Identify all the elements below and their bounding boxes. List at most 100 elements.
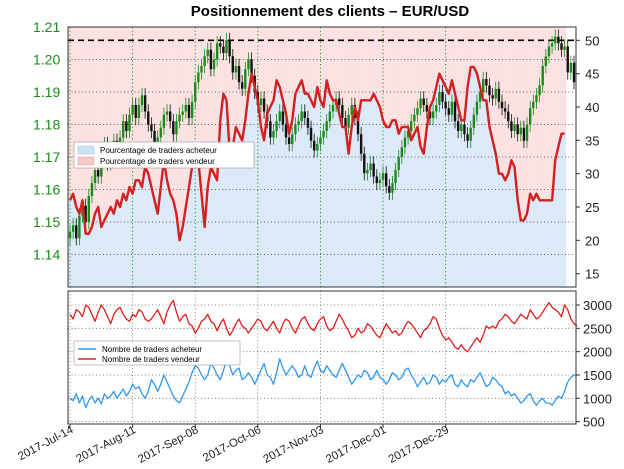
band-acheteur <box>406 127 410 287</box>
band-acheteur <box>218 120 222 287</box>
band-vendeur <box>390 27 394 121</box>
candle-body <box>535 95 538 102</box>
band-vendeur <box>437 27 441 74</box>
band-acheteur <box>553 160 557 287</box>
band-acheteur <box>287 133 291 287</box>
candle-body <box>275 121 278 131</box>
candle-body <box>231 56 234 73</box>
band-acheteur <box>337 113 341 288</box>
candle-body <box>262 98 266 112</box>
top-panel-frame <box>67 26 577 288</box>
candle-body <box>200 66 203 73</box>
candle-body <box>203 56 206 66</box>
band-acheteur <box>506 173 510 287</box>
band-vendeur <box>281 27 285 101</box>
band-acheteur <box>268 107 272 287</box>
count-tick-label: 2500 <box>583 321 612 336</box>
band-acheteur <box>484 100 488 287</box>
band-acheteur <box>140 187 144 287</box>
band-acheteur <box>331 100 335 287</box>
candle-body <box>532 101 535 109</box>
count-tick-label: 2000 <box>583 345 612 360</box>
candle-body <box>259 98 263 105</box>
candle-body <box>153 131 156 144</box>
band-vendeur <box>381 27 385 121</box>
band-acheteur <box>538 200 542 287</box>
candle-body <box>184 105 188 112</box>
band-acheteur <box>437 73 441 288</box>
band-acheteur <box>96 207 100 287</box>
band-vendeur <box>156 27 160 214</box>
band-vendeur <box>231 27 235 147</box>
candle-body <box>403 137 407 148</box>
candle-body <box>150 124 153 131</box>
candle-body <box>438 92 441 105</box>
band-acheteur <box>378 107 382 287</box>
band-acheteur <box>178 240 182 287</box>
count-tick-label: 1500 <box>583 368 612 383</box>
series-line-vendeur <box>69 299 578 353</box>
band-acheteur <box>121 193 125 287</box>
band-acheteur <box>284 113 288 288</box>
candle-body <box>569 62 573 73</box>
band-vendeur <box>121 27 125 194</box>
candle-body <box>96 170 100 177</box>
candle-body <box>225 40 228 53</box>
candle-body <box>140 95 144 105</box>
band-acheteur <box>303 93 307 288</box>
band-vendeur <box>325 27 329 81</box>
band-acheteur <box>422 153 426 287</box>
candle-body <box>237 66 241 83</box>
band-vendeur <box>415 27 420 127</box>
band-vendeur <box>409 27 413 141</box>
band-vendeur <box>212 27 216 174</box>
band-vendeur <box>378 27 382 107</box>
percent-tick-label: 30 <box>585 167 599 182</box>
band-acheteur <box>494 153 498 287</box>
band-vendeur <box>309 27 313 101</box>
candle-body <box>406 131 410 138</box>
band-acheteur <box>118 207 122 287</box>
band-acheteur <box>253 87 257 287</box>
band-acheteur <box>315 87 319 287</box>
candle-body <box>444 101 447 109</box>
candle-body <box>519 127 522 135</box>
band-acheteur <box>550 200 554 287</box>
band-vendeur <box>356 27 360 121</box>
candle-body <box>125 121 128 131</box>
band-vendeur <box>312 27 316 107</box>
band-vendeur <box>271 27 276 101</box>
band-acheteur <box>115 200 119 287</box>
band-vendeur <box>218 27 222 121</box>
band-acheteur <box>84 233 88 287</box>
band-vendeur <box>90 27 94 227</box>
candle-body <box>356 118 360 135</box>
band-vendeur <box>534 27 538 194</box>
band-acheteur <box>190 167 194 287</box>
date-tick-label: 2017-Sep-08 <box>136 424 200 466</box>
band-vendeur <box>278 27 282 87</box>
candle-body <box>422 98 425 105</box>
band-vendeur <box>221 27 225 94</box>
date-tick-label: 2017-Dec-01 <box>324 424 388 466</box>
candle-body <box>488 85 491 96</box>
band-vendeur <box>127 27 132 187</box>
candle-body <box>297 121 300 125</box>
band-acheteur <box>281 100 285 287</box>
band-acheteur <box>293 93 297 288</box>
band-acheteur <box>525 213 529 287</box>
candle-body <box>350 105 353 115</box>
candle-body <box>507 111 510 122</box>
candle-body <box>328 111 332 122</box>
band-acheteur <box>250 73 254 288</box>
band-acheteur <box>221 93 225 288</box>
band-acheteur <box>131 193 135 287</box>
candle-body <box>544 56 548 66</box>
candle-body <box>469 127 472 141</box>
band-acheteur <box>428 107 432 287</box>
candle-body <box>566 46 569 73</box>
candle-body <box>244 69 247 89</box>
band-vendeur <box>159 27 163 187</box>
candle-body <box>303 111 306 118</box>
candle-body <box>447 108 450 115</box>
